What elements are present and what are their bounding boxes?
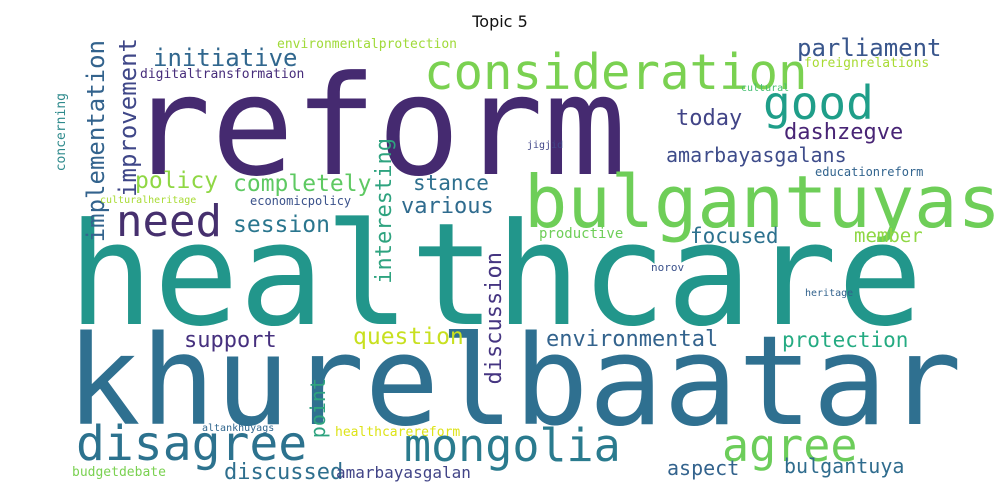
word-concerning: concerning xyxy=(54,93,69,172)
word-interesting: interesting xyxy=(372,138,397,284)
word-disagree: disagree xyxy=(76,416,308,472)
word-economicpolicy: economicpolicy xyxy=(250,194,352,208)
word-consideration: consideration xyxy=(424,44,808,101)
word-member: member xyxy=(854,225,923,247)
word-parliament: parliament xyxy=(797,34,942,62)
word-healthcarereform: healthcarereform xyxy=(335,425,461,440)
word-khurelbaatar: khurelbaatar xyxy=(66,310,962,454)
word-point: point xyxy=(306,378,330,439)
word-question: question xyxy=(353,324,464,350)
word-protection: protection xyxy=(782,328,909,352)
word-heritage: heritage xyxy=(805,288,854,299)
word-aspect: aspect xyxy=(667,456,740,480)
word-healthcare: healthcare xyxy=(68,193,923,358)
word-productive: productive xyxy=(539,226,624,242)
word-norov: norov xyxy=(651,261,685,274)
word-support: support xyxy=(184,328,277,353)
word-agree: agree xyxy=(722,419,858,472)
chart-title: Topic 5 xyxy=(472,12,528,31)
word-culturalheritage: culturalheritage xyxy=(100,195,197,206)
word-need: need xyxy=(116,196,222,247)
word-completely: completely xyxy=(233,171,372,197)
word-good: good xyxy=(763,76,874,130)
word-budgetdebate: budgetdebate xyxy=(72,465,166,480)
word-digitaltransformation: digitaltransformation xyxy=(140,67,305,82)
word-various: various xyxy=(401,194,494,219)
word-jigjid: jigjid xyxy=(527,140,564,151)
word-dashzegve: dashzegve xyxy=(784,120,904,145)
word-foreignrelations: foreignrelations xyxy=(804,56,930,71)
word-focused: focused xyxy=(690,224,779,248)
word-environmental: environmental xyxy=(546,327,719,352)
word-altankhuyags: altankhuyags xyxy=(202,423,275,434)
word-implementation: implementation xyxy=(82,40,110,243)
word-discussion: discussion xyxy=(482,252,507,385)
word-today: today xyxy=(676,106,743,131)
word-session: session xyxy=(233,212,330,238)
word-mongolia: mongolia xyxy=(404,419,621,472)
word-educationreform: educationreform xyxy=(815,165,924,179)
word-stance: stance xyxy=(413,171,489,195)
word-policy: policy xyxy=(135,168,219,194)
word-discussed: discussed xyxy=(224,460,344,485)
word-amarbayasgalans: amarbayasgalans xyxy=(666,143,847,167)
word-environmentalprotection: environmentalprotection xyxy=(277,37,458,52)
word-bulgantuyas: bulgantuyas xyxy=(524,160,1000,244)
word-cultural: cultural xyxy=(741,83,790,94)
word-bulgantuya: bulgantuya xyxy=(784,454,905,478)
word-initiative: initiative xyxy=(153,44,298,72)
word-amarbayasgalan: amarbayasgalan xyxy=(336,463,471,482)
word-reform: reform xyxy=(128,46,627,207)
